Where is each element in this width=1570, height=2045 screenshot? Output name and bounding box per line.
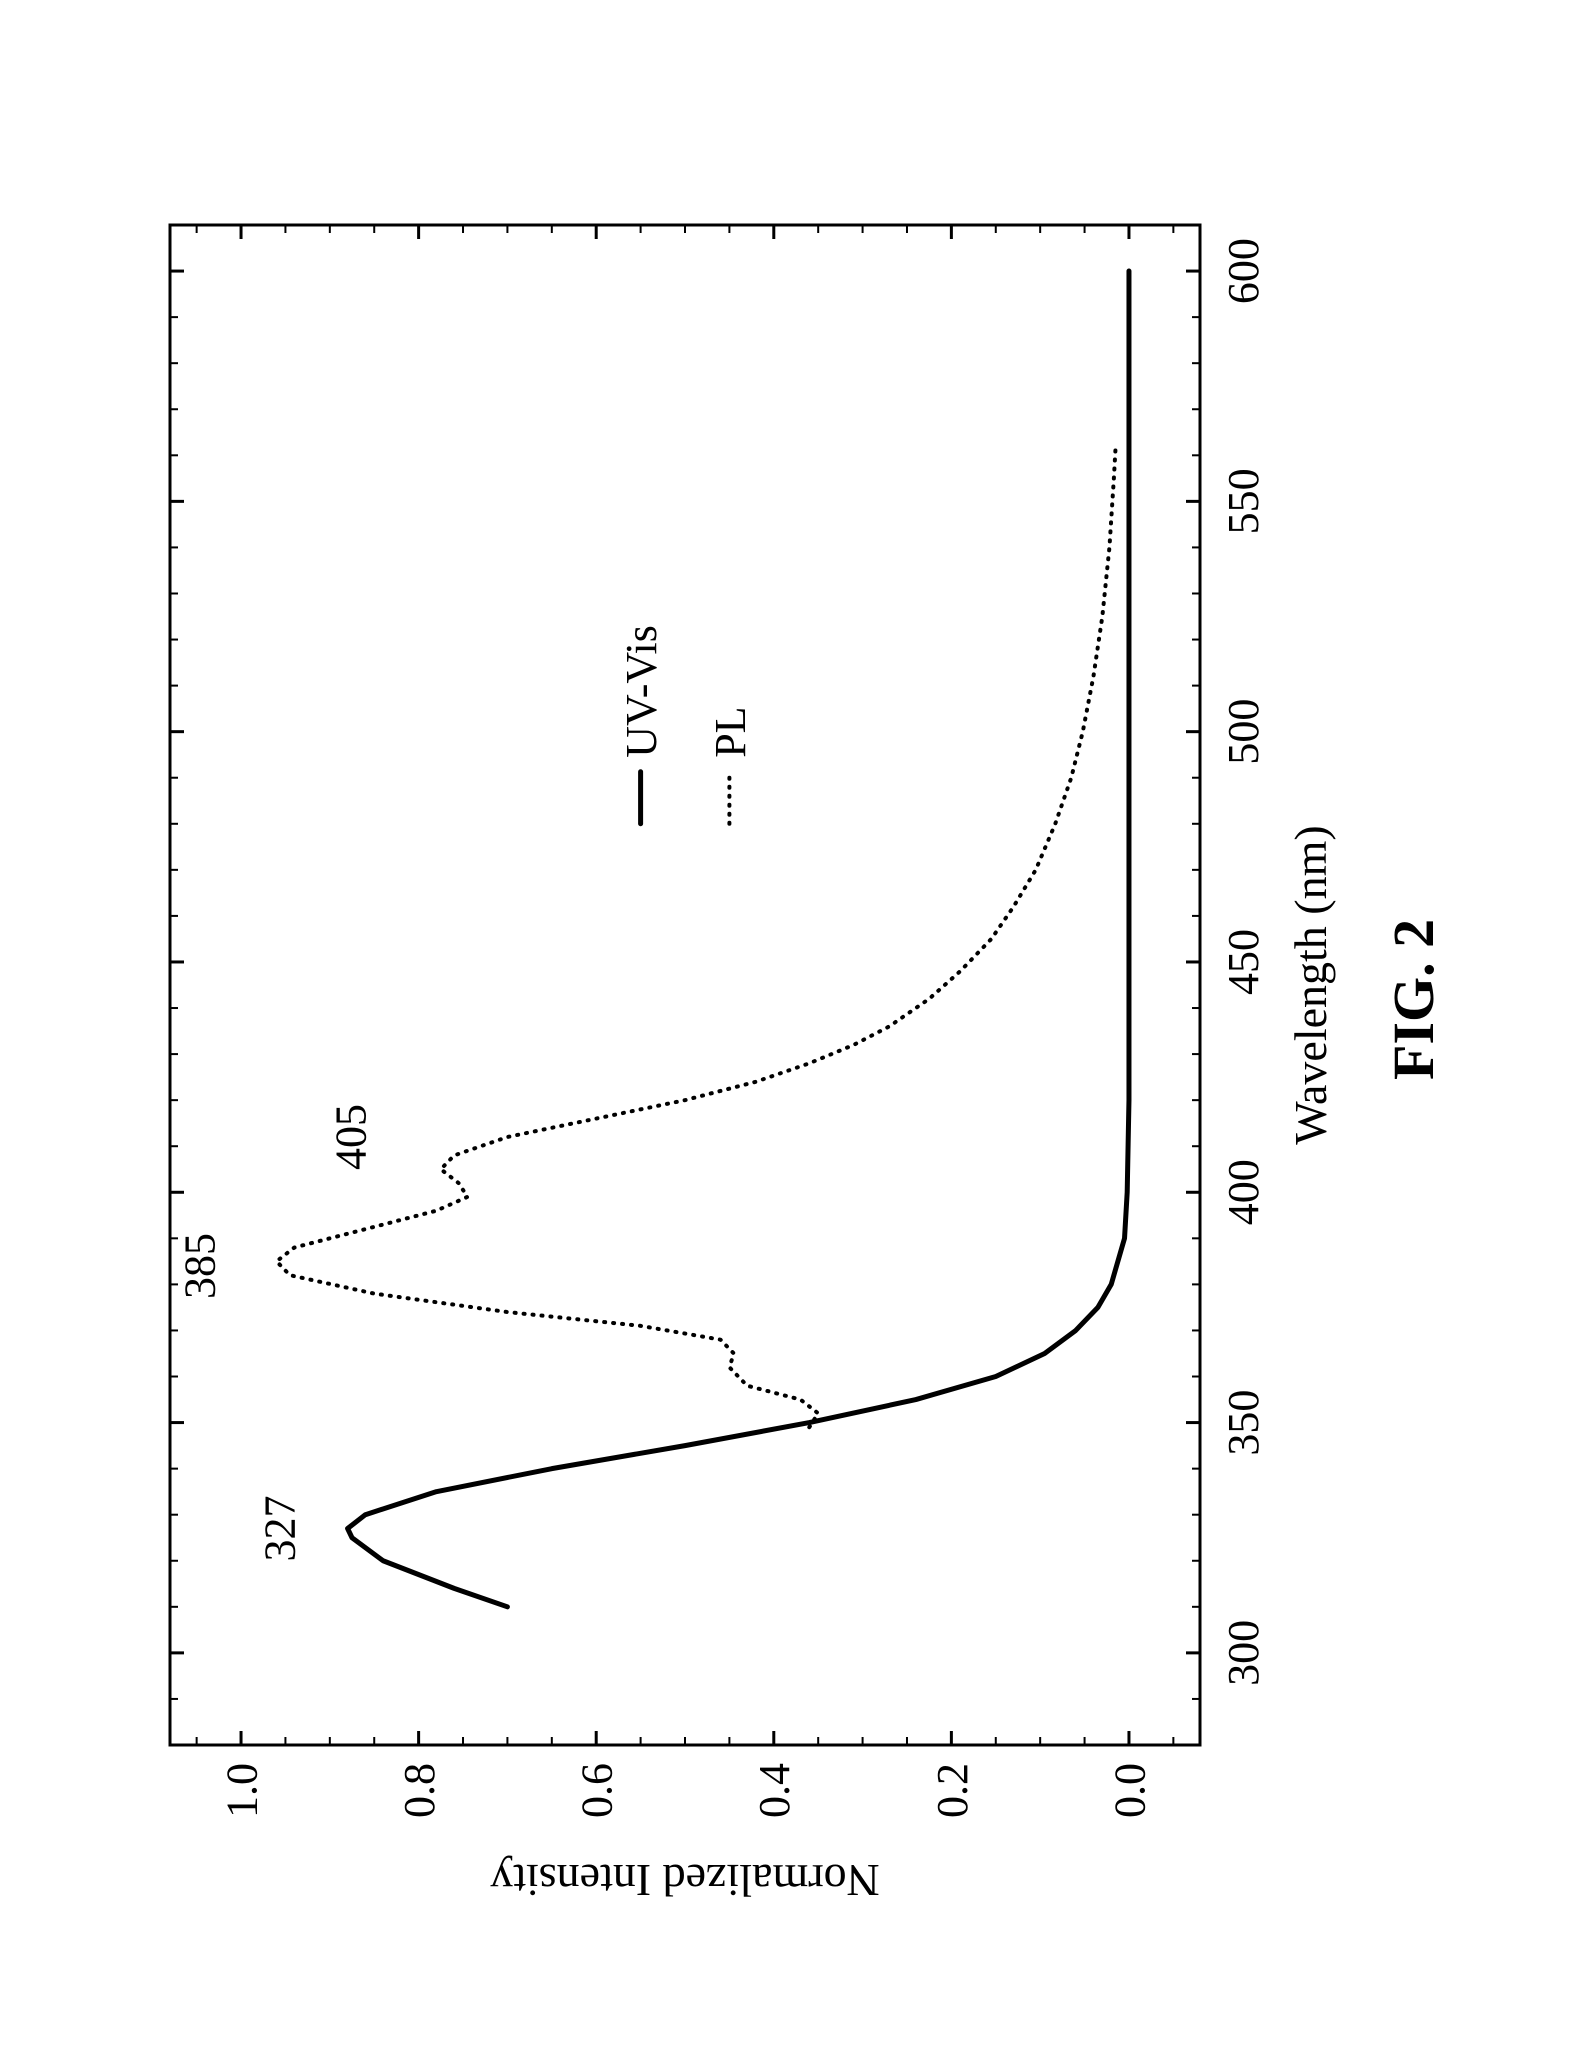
svg-text:0.4: 0.4 (750, 1763, 799, 1818)
svg-text:450: 450 (1219, 929, 1268, 995)
figure-stage: 300 350 400 450 500 550 600 0.0 0.2 0.4 0.6 0.8 1.0 W… (0, 0, 1570, 2045)
svg-text:405: 405 (326, 1104, 375, 1170)
svg-text:600: 600 (1219, 238, 1268, 304)
svg-text:0.6: 0.6 (573, 1763, 622, 1818)
svg-text:0.2: 0.2 (928, 1763, 977, 1818)
figure-caption: FIG. 2 (1380, 919, 1447, 1080)
spectrum-chart: 300 350 400 450 500 550 600 0.0 0.2 0.4 0.6 0.8 1.0 W… (0, 0, 1570, 2045)
svg-text:Wavelength (nm): Wavelength (nm) (1285, 825, 1336, 1144)
svg-text:0.8: 0.8 (395, 1763, 444, 1818)
svg-text:PL: PL (706, 706, 755, 757)
svg-text:500: 500 (1219, 699, 1268, 765)
svg-text:1.0: 1.0 (217, 1763, 266, 1818)
svg-text:Normalized Intensity: Normalized Intensity (490, 1855, 880, 1906)
svg-text:0.0: 0.0 (1105, 1763, 1154, 1818)
svg-text:350: 350 (1219, 1390, 1268, 1456)
svg-text:400: 400 (1219, 1159, 1268, 1225)
svg-text:550: 550 (1219, 468, 1268, 534)
svg-text:UV-Vis: UV-Vis (617, 625, 666, 758)
svg-text:385: 385 (175, 1233, 224, 1299)
svg-text:327: 327 (255, 1496, 304, 1562)
svg-text:300: 300 (1219, 1620, 1268, 1686)
